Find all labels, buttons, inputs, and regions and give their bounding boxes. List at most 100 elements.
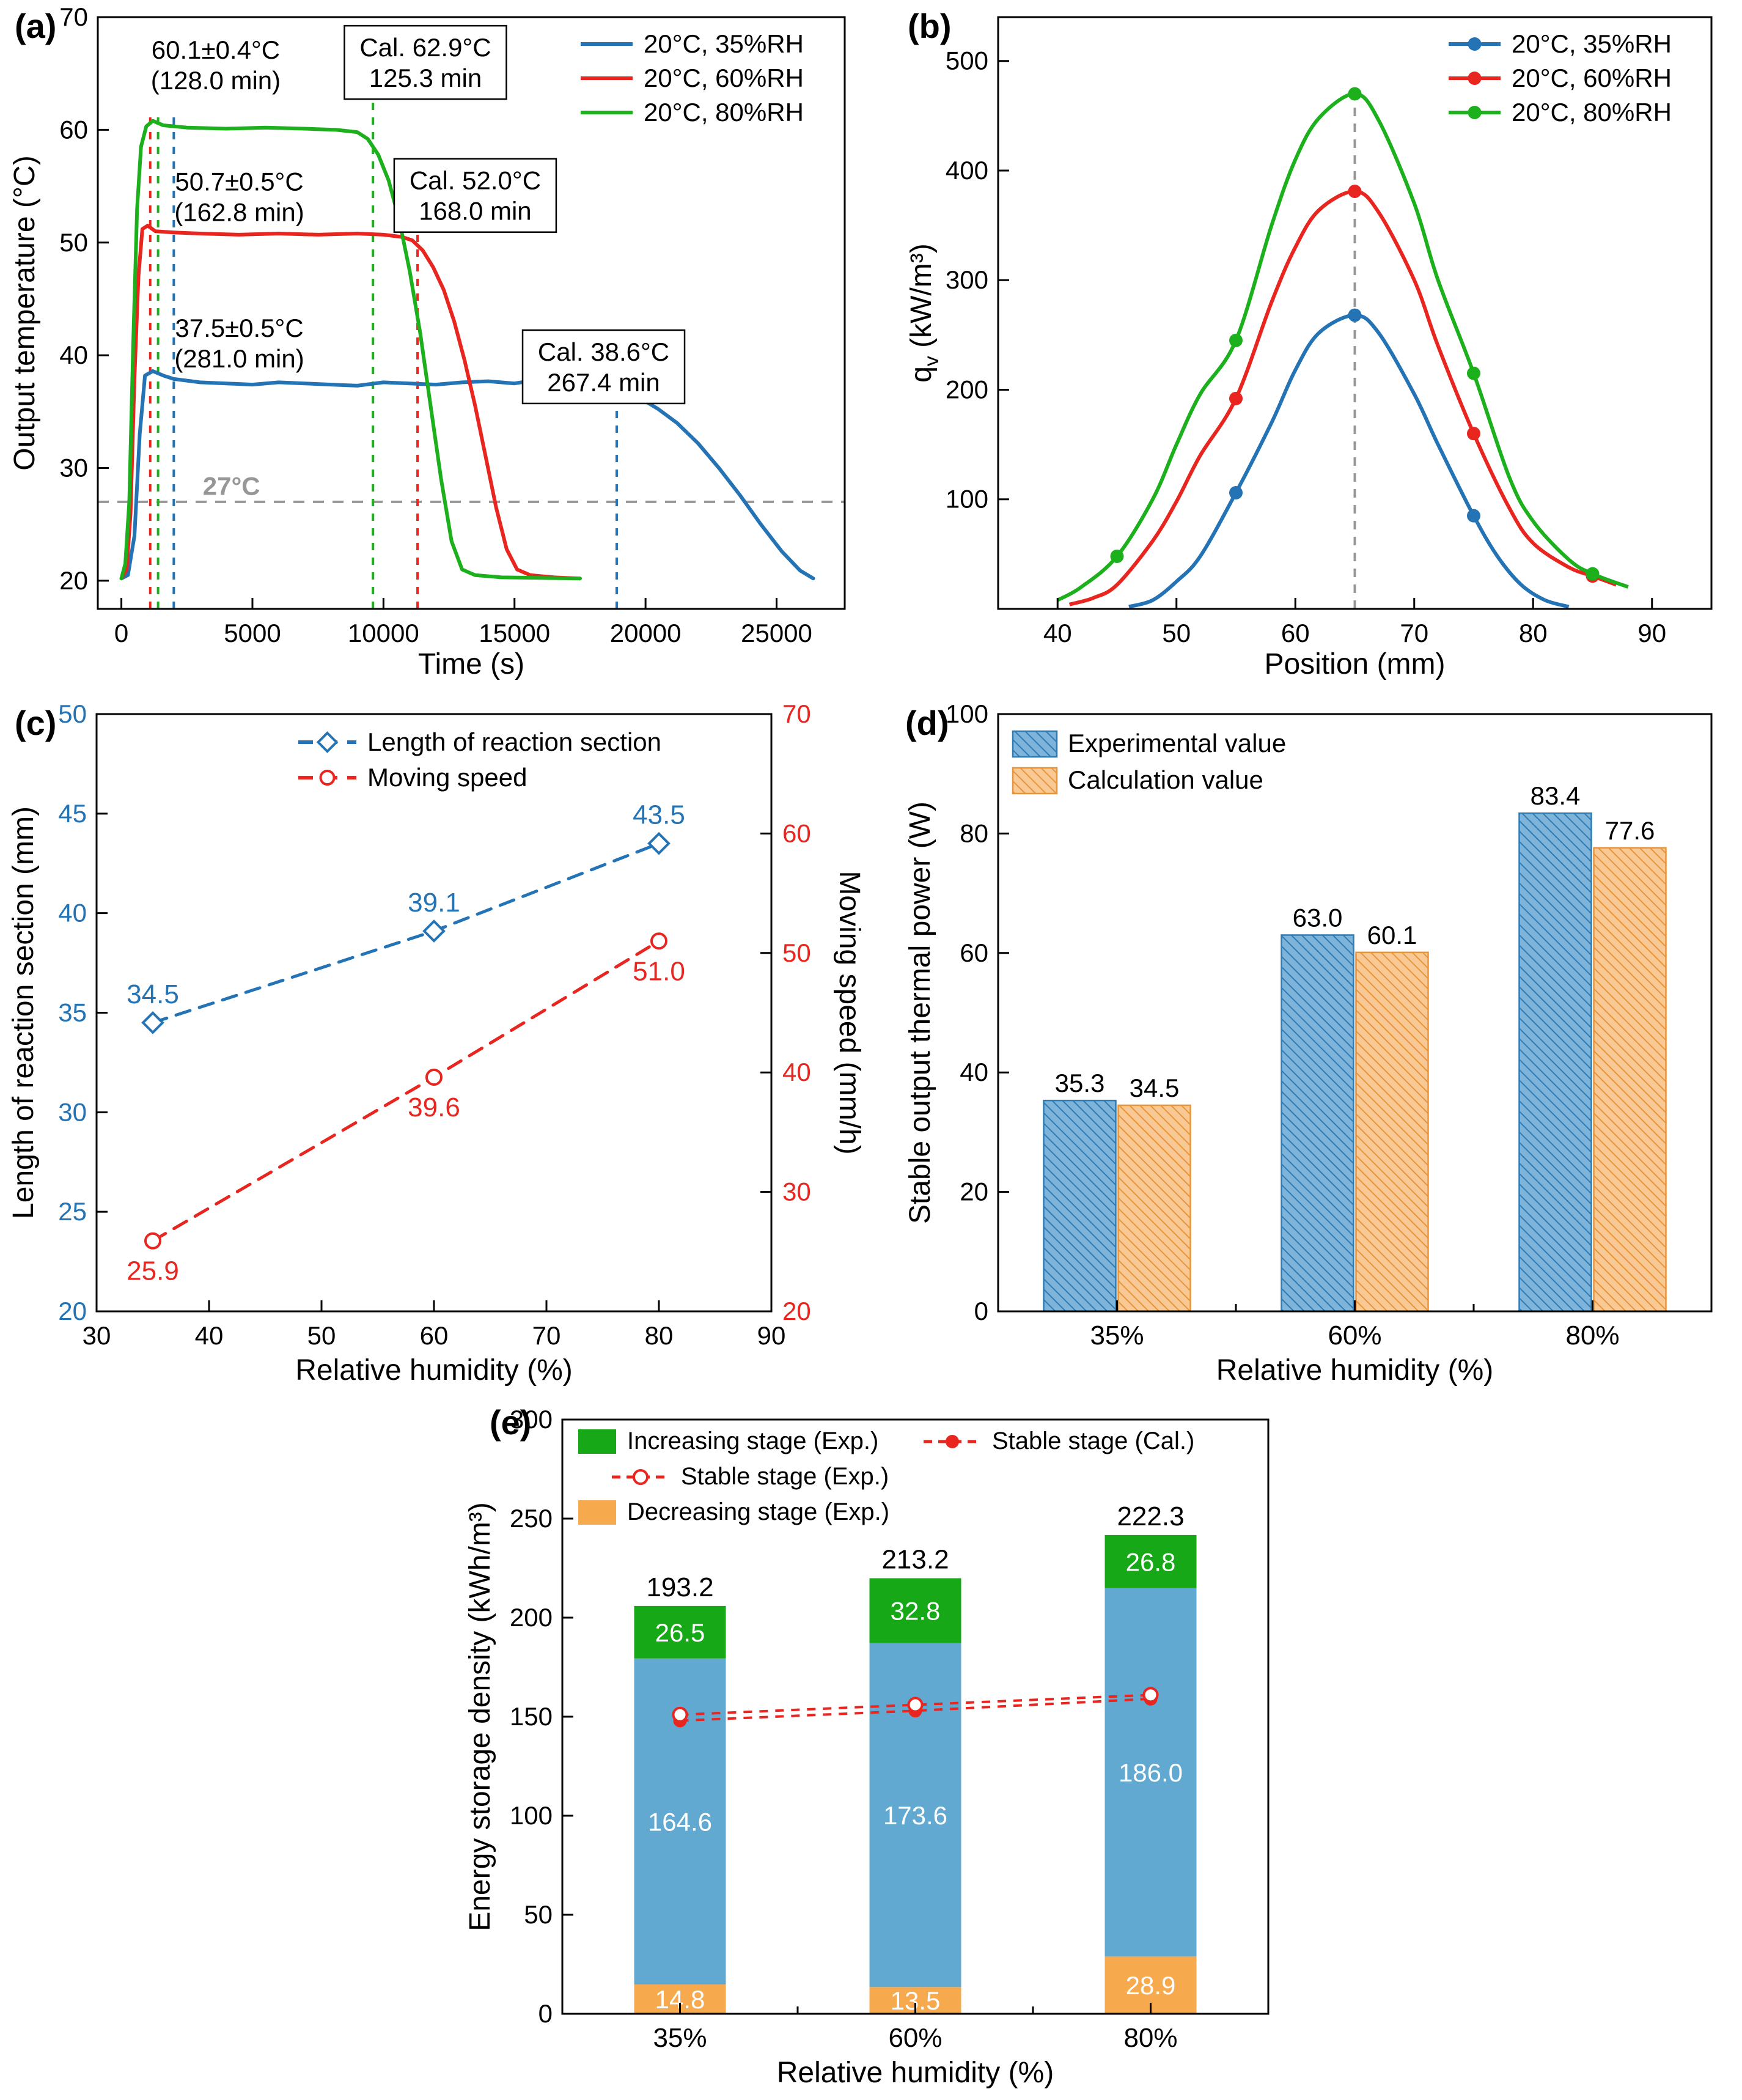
svg-text:34.5: 34.5 [1130,1074,1180,1102]
svg-text:0: 0 [114,619,128,647]
svg-text:20000: 20000 [610,619,682,647]
panel-c-label: (c) [15,704,57,742]
svg-text:90: 90 [1637,619,1666,647]
svg-text:(162.8 min): (162.8 min) [174,198,304,227]
svg-text:40: 40 [195,1321,224,1350]
svg-text:80%: 80% [1565,1321,1619,1350]
panel-e: (e) 14.8 164.6 26.5 193.2 35% 13.5 173.6 32.8 21… [461,1401,1311,2098]
svg-text:qv (kW/m³): qv (kW/m³) [905,243,943,382]
svg-text:150: 150 [510,1702,553,1731]
svg-text:Position (mm): Position (mm) [1264,648,1445,680]
svg-text:32.8: 32.8 [891,1597,941,1626]
svg-text:Time (s): Time (s) [418,648,524,680]
svg-text:30: 30 [83,1321,111,1350]
svg-text:70: 70 [1400,619,1428,647]
chart-c-length-speed-dual-axis: 30 40 50 60 70 80 9020253035404550203040506070… [7,702,862,1387]
svg-text:90: 90 [757,1321,786,1350]
svg-text:40: 40 [782,1058,811,1086]
svg-text:125.3 min: 125.3 min [369,64,482,92]
svg-text:30: 30 [59,454,88,482]
svg-text:50: 50 [58,702,87,728]
svg-text:Relative humidity (%): Relative humidity (%) [777,2057,1054,2089]
svg-text:20°C, 35%RH: 20°C, 35%RH [644,29,804,58]
svg-text:Cal. 38.6°C: Cal. 38.6°C [538,337,669,366]
svg-text:25000: 25000 [741,619,812,647]
svg-text:60.1: 60.1 [1367,921,1417,949]
svg-text:50: 50 [307,1321,336,1350]
svg-text:300: 300 [510,1405,553,1434]
svg-text:Increasing stage (Exp.): Increasing stage (Exp.) [627,1428,878,1454]
svg-text:35%: 35% [1090,1321,1144,1350]
svg-text:60%: 60% [1328,1321,1381,1350]
panel-c: (c) 30 40 50 60 70 80 90 20 25 30 35 40 45 50 20 30 40 50… [6,702,862,1396]
svg-text:80: 80 [1519,619,1548,647]
svg-text:20: 20 [59,566,88,595]
panel-a: (a) 0 5000 10000 15000 20000 25000 20 30 40 50 60 7… [6,5,862,690]
chart-b-heat-flux-position: 40 50 60 70 80 90 100 200 300 400 500 Position (mm)… [905,16,1713,680]
svg-text:35: 35 [58,998,87,1027]
svg-text:100: 100 [946,485,988,514]
svg-text:34.5: 34.5 [127,979,179,1009]
panel-b: (b) 40 50 60 70 80 90 100 200 300 400 500 Position … [902,5,1733,690]
svg-text:Stable output thermal power (W: Stable output thermal power (W) [904,801,936,1224]
svg-text:25.9: 25.9 [127,1256,179,1286]
svg-text:50: 50 [782,938,811,967]
svg-text:Cal. 62.9°C: Cal. 62.9°C [359,33,491,62]
svg-text:Experimental value: Experimental value [1068,729,1286,757]
svg-text:267.4 min: 267.4 min [547,368,660,397]
svg-text:193.2: 193.2 [646,1572,713,1602]
svg-text:43.5: 43.5 [633,800,685,830]
panel-e-label: (e) [490,1403,532,1442]
svg-text:60: 60 [782,819,811,847]
svg-text:50.7±0.5°C: 50.7±0.5°C [175,168,303,196]
svg-text:186.0: 186.0 [1119,1758,1183,1787]
svg-text:26.5: 26.5 [655,1618,705,1647]
svg-text:250: 250 [510,1504,553,1533]
svg-text:60: 60 [1281,619,1310,647]
svg-text:20: 20 [782,1297,811,1325]
svg-text:Moving speed: Moving speed [367,763,527,792]
svg-text:Cal. 52.0°C: Cal. 52.0°C [410,166,541,195]
svg-text:Decreasing stage (Exp.): Decreasing stage (Exp.) [627,1498,889,1525]
svg-text:50: 50 [524,1900,553,1929]
svg-text:50: 50 [1162,619,1191,647]
svg-text:5000: 5000 [224,619,281,647]
panel-b-label: (b) [908,7,952,45]
svg-text:Relative humidity (%): Relative humidity (%) [1216,1354,1493,1387]
svg-text:50: 50 [59,228,88,257]
svg-text:(281.0 min): (281.0 min) [174,344,304,373]
svg-text:35.3: 35.3 [1055,1069,1105,1097]
svg-text:Output temperature (°C): Output temperature (°C) [9,155,41,470]
panel-a-label: (a) [15,7,57,45]
svg-text:30: 30 [58,1097,87,1126]
chart-e-energy-storage-stacked: 14.8164.626.5193.235%13.5173.632.8213.26… [464,1405,1270,2089]
svg-text:70: 70 [782,702,811,728]
svg-text:200: 200 [510,1603,553,1632]
svg-text:40: 40 [960,1058,988,1086]
chart-a-output-temperature: 0 5000 10000 15000 20000 25000 20 30 40 50 60 70 Tim… [9,5,846,680]
svg-text:80: 80 [645,1321,674,1350]
svg-text:39.1: 39.1 [408,888,460,918]
svg-text:200: 200 [946,375,988,403]
svg-text:173.6: 173.6 [883,1801,947,1830]
svg-text:500: 500 [946,46,988,75]
svg-text:60.1±0.4°C: 60.1±0.4°C [152,35,280,64]
svg-text:25: 25 [58,1197,87,1226]
svg-text:45: 45 [58,799,87,828]
svg-text:20°C, 80%RH: 20°C, 80%RH [644,98,804,127]
svg-text:28.9: 28.9 [1126,1971,1176,2000]
svg-text:100: 100 [946,702,988,728]
svg-text:83.4: 83.4 [1531,781,1581,810]
svg-text:20°C, 60%RH: 20°C, 60%RH [1512,64,1672,92]
svg-text:20: 20 [960,1177,988,1206]
svg-text:Moving speed (mm/h): Moving speed (mm/h) [833,871,862,1154]
svg-text:39.6: 39.6 [408,1092,460,1122]
svg-text:60%: 60% [888,2023,942,2053]
svg-text:Relative humidity (%): Relative humidity (%) [295,1354,572,1387]
svg-text:20°C, 60%RH: 20°C, 60%RH [644,64,804,92]
svg-text:222.3: 222.3 [1117,1501,1184,1531]
svg-text:60: 60 [59,115,88,144]
svg-text:0: 0 [974,1297,988,1325]
svg-text:Length of reaction section (mm: Length of reaction section (mm) [7,806,40,1219]
